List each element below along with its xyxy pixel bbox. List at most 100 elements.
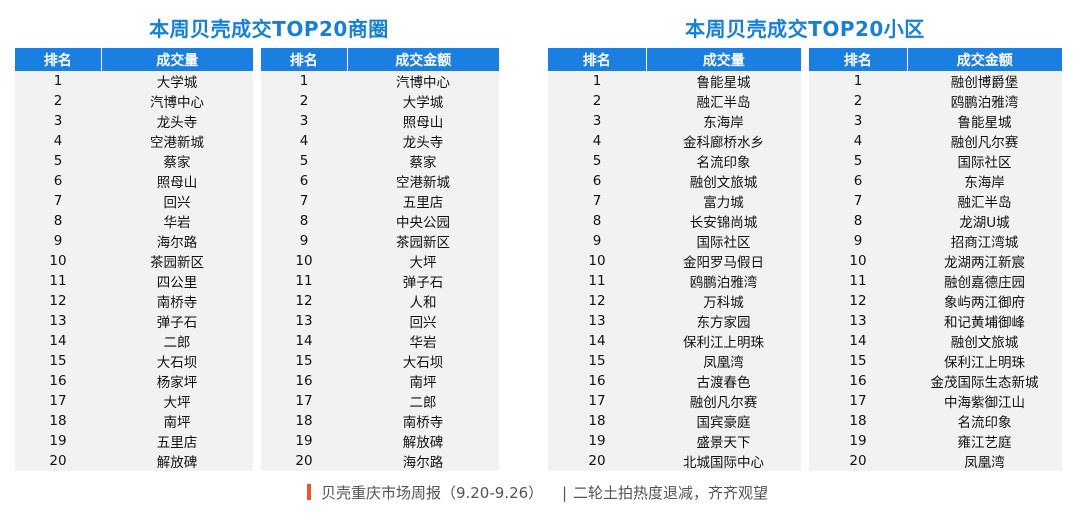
name-cell: 南桥寺 (347, 411, 499, 431)
name-cell: 鸥鹏泊雅湾 (907, 91, 1062, 111)
rank-cell: 3 (15, 111, 101, 131)
table-row: 13 回兴 (261, 311, 499, 331)
rank-cell: 1 (809, 71, 907, 91)
name-cell: 北城国际中心 (646, 451, 801, 471)
table-row: 13 东方家园 (548, 311, 801, 331)
table-row: 8 龙湖U城 (809, 211, 1062, 231)
rank-cell: 16 (548, 371, 646, 391)
name-cell: 南坪 (347, 371, 499, 391)
volume-header: 成交量 (101, 48, 253, 71)
rank-cell: 19 (548, 431, 646, 451)
table-row: 20 凤凰湾 (809, 451, 1062, 471)
name-cell: 保利江上明珠 (907, 351, 1062, 371)
table-row: 18 南坪 (15, 411, 253, 431)
table-row: 17 二郎 (261, 391, 499, 411)
name-cell: 回兴 (347, 311, 499, 331)
table-row: 20 海尔路 (261, 451, 499, 471)
rank-cell: 2 (15, 91, 101, 111)
rank-cell: 15 (548, 351, 646, 371)
name-cell: 华岩 (347, 331, 499, 351)
rank-cell: 6 (15, 171, 101, 191)
table-row: 4 金科廊桥水乡 (548, 131, 801, 151)
rank-cell: 8 (548, 211, 646, 231)
table-row: 2 汽博中心 (15, 91, 253, 111)
amount-header: 成交金额 (907, 48, 1062, 71)
name-cell: 南坪 (101, 411, 253, 431)
name-cell: 龙头寺 (347, 131, 499, 151)
name-cell: 大石坝 (347, 351, 499, 371)
rank-cell: 4 (261, 131, 347, 151)
rank-cell: 11 (15, 271, 101, 291)
rank-cell: 12 (15, 291, 101, 311)
volume-header: 成交量 (646, 48, 801, 71)
name-cell: 照母山 (101, 171, 253, 191)
rank-cell: 4 (548, 131, 646, 151)
name-cell: 古渡春色 (646, 371, 801, 391)
table-row: 4 龙头寺 (261, 131, 499, 151)
name-cell: 保利江上明珠 (646, 331, 801, 351)
rank-cell: 11 (809, 271, 907, 291)
table-row: 16 杨家坪 (15, 371, 253, 391)
rank-cell: 9 (15, 231, 101, 251)
table-row: 9 海尔路 (15, 231, 253, 251)
rank-cell: 3 (548, 111, 646, 131)
name-cell: 中央公园 (347, 211, 499, 231)
rank-cell: 19 (809, 431, 907, 451)
rank-cell: 19 (15, 431, 101, 451)
name-cell: 金茂国际生态新城 (907, 371, 1062, 391)
rank-cell: 7 (15, 191, 101, 211)
name-cell: 融汇半岛 (646, 91, 801, 111)
rank-cell: 1 (15, 71, 101, 91)
left-volume-table: 排名 成交量 1 大学城 2 汽博中心 3 龙头寺 4 空港新城 5 蔡家 6 照母山 7 回兴 8 华岩 9 海… (15, 48, 253, 471)
name-cell: 鲁能星城 (646, 71, 801, 91)
rank-cell: 5 (809, 151, 907, 171)
table-row: 14 保利江上明珠 (548, 331, 801, 351)
name-cell: 海尔路 (347, 451, 499, 471)
name-cell: 融汇半岛 (907, 191, 1062, 211)
name-cell: 空港新城 (101, 131, 253, 151)
name-cell: 金科廊桥水乡 (646, 131, 801, 151)
table-row: 12 南桥寺 (15, 291, 253, 311)
name-cell: 汽博中心 (347, 71, 499, 91)
rank-cell: 7 (809, 191, 907, 211)
table-row: 2 融汇半岛 (548, 91, 801, 111)
amount-header: 成交金额 (347, 48, 499, 71)
table-row: 11 四公里 (15, 271, 253, 291)
rank-cell: 2 (548, 91, 646, 111)
rank-cell: 16 (15, 371, 101, 391)
table-row: 6 东海岸 (809, 171, 1062, 191)
rank-cell: 15 (15, 351, 101, 371)
rank-cell: 17 (809, 391, 907, 411)
right-volume-table: 排名 成交量 1 鲁能星城 2 融汇半岛 3 东海岸 4 金科廊桥水乡 5 名流印象 6 融创文旅城 7… (548, 48, 801, 471)
rank-cell: 5 (548, 151, 646, 171)
table-row: 3 照母山 (261, 111, 499, 131)
rank-cell: 4 (15, 131, 101, 151)
table-row: 19 盛景天下 (548, 431, 801, 451)
name-cell: 茶园新区 (347, 231, 499, 251)
footer-source: 贝壳重庆市场周报（9.20-9.26） (320, 484, 544, 502)
table-row: 11 弹子石 (261, 271, 499, 291)
table-row: 18 南桥寺 (261, 411, 499, 431)
name-cell: 东海岸 (907, 171, 1062, 191)
name-cell: 龙湖两江新宸 (907, 251, 1062, 271)
rank-cell: 17 (15, 391, 101, 411)
name-cell: 大学城 (347, 91, 499, 111)
rank-cell: 7 (261, 191, 347, 211)
rank-cell: 14 (809, 331, 907, 351)
table-row: 18 国宾豪庭 (548, 411, 801, 431)
name-cell: 融创凡尔赛 (646, 391, 801, 411)
rank-cell: 9 (548, 231, 646, 251)
rank-cell: 12 (261, 291, 347, 311)
rank-cell: 10 (261, 251, 347, 271)
rank-header: 排名 (548, 48, 647, 71)
name-cell: 融创文旅城 (646, 171, 801, 191)
name-cell: 招商江湾城 (907, 231, 1062, 251)
rank-header: 排名 (809, 48, 908, 71)
name-cell: 和记黄埔御峰 (907, 311, 1062, 331)
name-cell: 海尔路 (101, 231, 253, 251)
rank-cell: 6 (261, 171, 347, 191)
table-row: 19 解放碑 (261, 431, 499, 451)
table-row: 14 华岩 (261, 331, 499, 351)
right-section-title: 本周贝壳成交TOP20小区 (685, 17, 925, 41)
name-cell: 鸥鹏泊雅湾 (646, 271, 801, 291)
